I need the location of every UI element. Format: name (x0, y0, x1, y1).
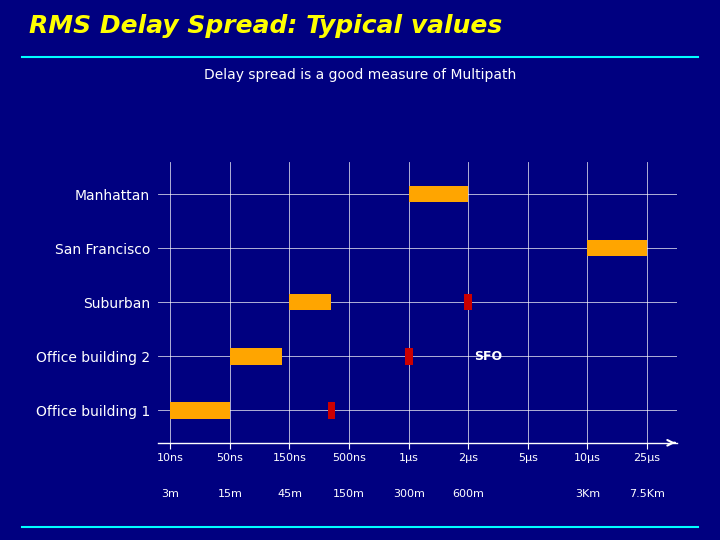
Bar (405, 348, 413, 364)
Bar (464, 294, 472, 310)
Bar (588, 240, 647, 256)
Text: 15m: 15m (217, 489, 243, 499)
Bar (289, 294, 331, 310)
Bar (409, 186, 468, 202)
Bar (328, 402, 336, 418)
Text: Delay spread is a good measure of Multipath: Delay spread is a good measure of Multip… (204, 68, 516, 82)
Text: 7.5Km: 7.5Km (629, 489, 665, 499)
Text: RMS Delay Spread: Typical values: RMS Delay Spread: Typical values (29, 14, 502, 37)
Text: 45m: 45m (277, 489, 302, 499)
Text: SFO: SFO (474, 350, 503, 363)
Bar (230, 348, 282, 364)
Text: 300m: 300m (392, 489, 425, 499)
Text: 600m: 600m (452, 489, 484, 499)
Text: 3Km: 3Km (575, 489, 600, 499)
Bar (171, 402, 230, 418)
Text: 3m: 3m (161, 489, 179, 499)
Text: 150m: 150m (333, 489, 365, 499)
